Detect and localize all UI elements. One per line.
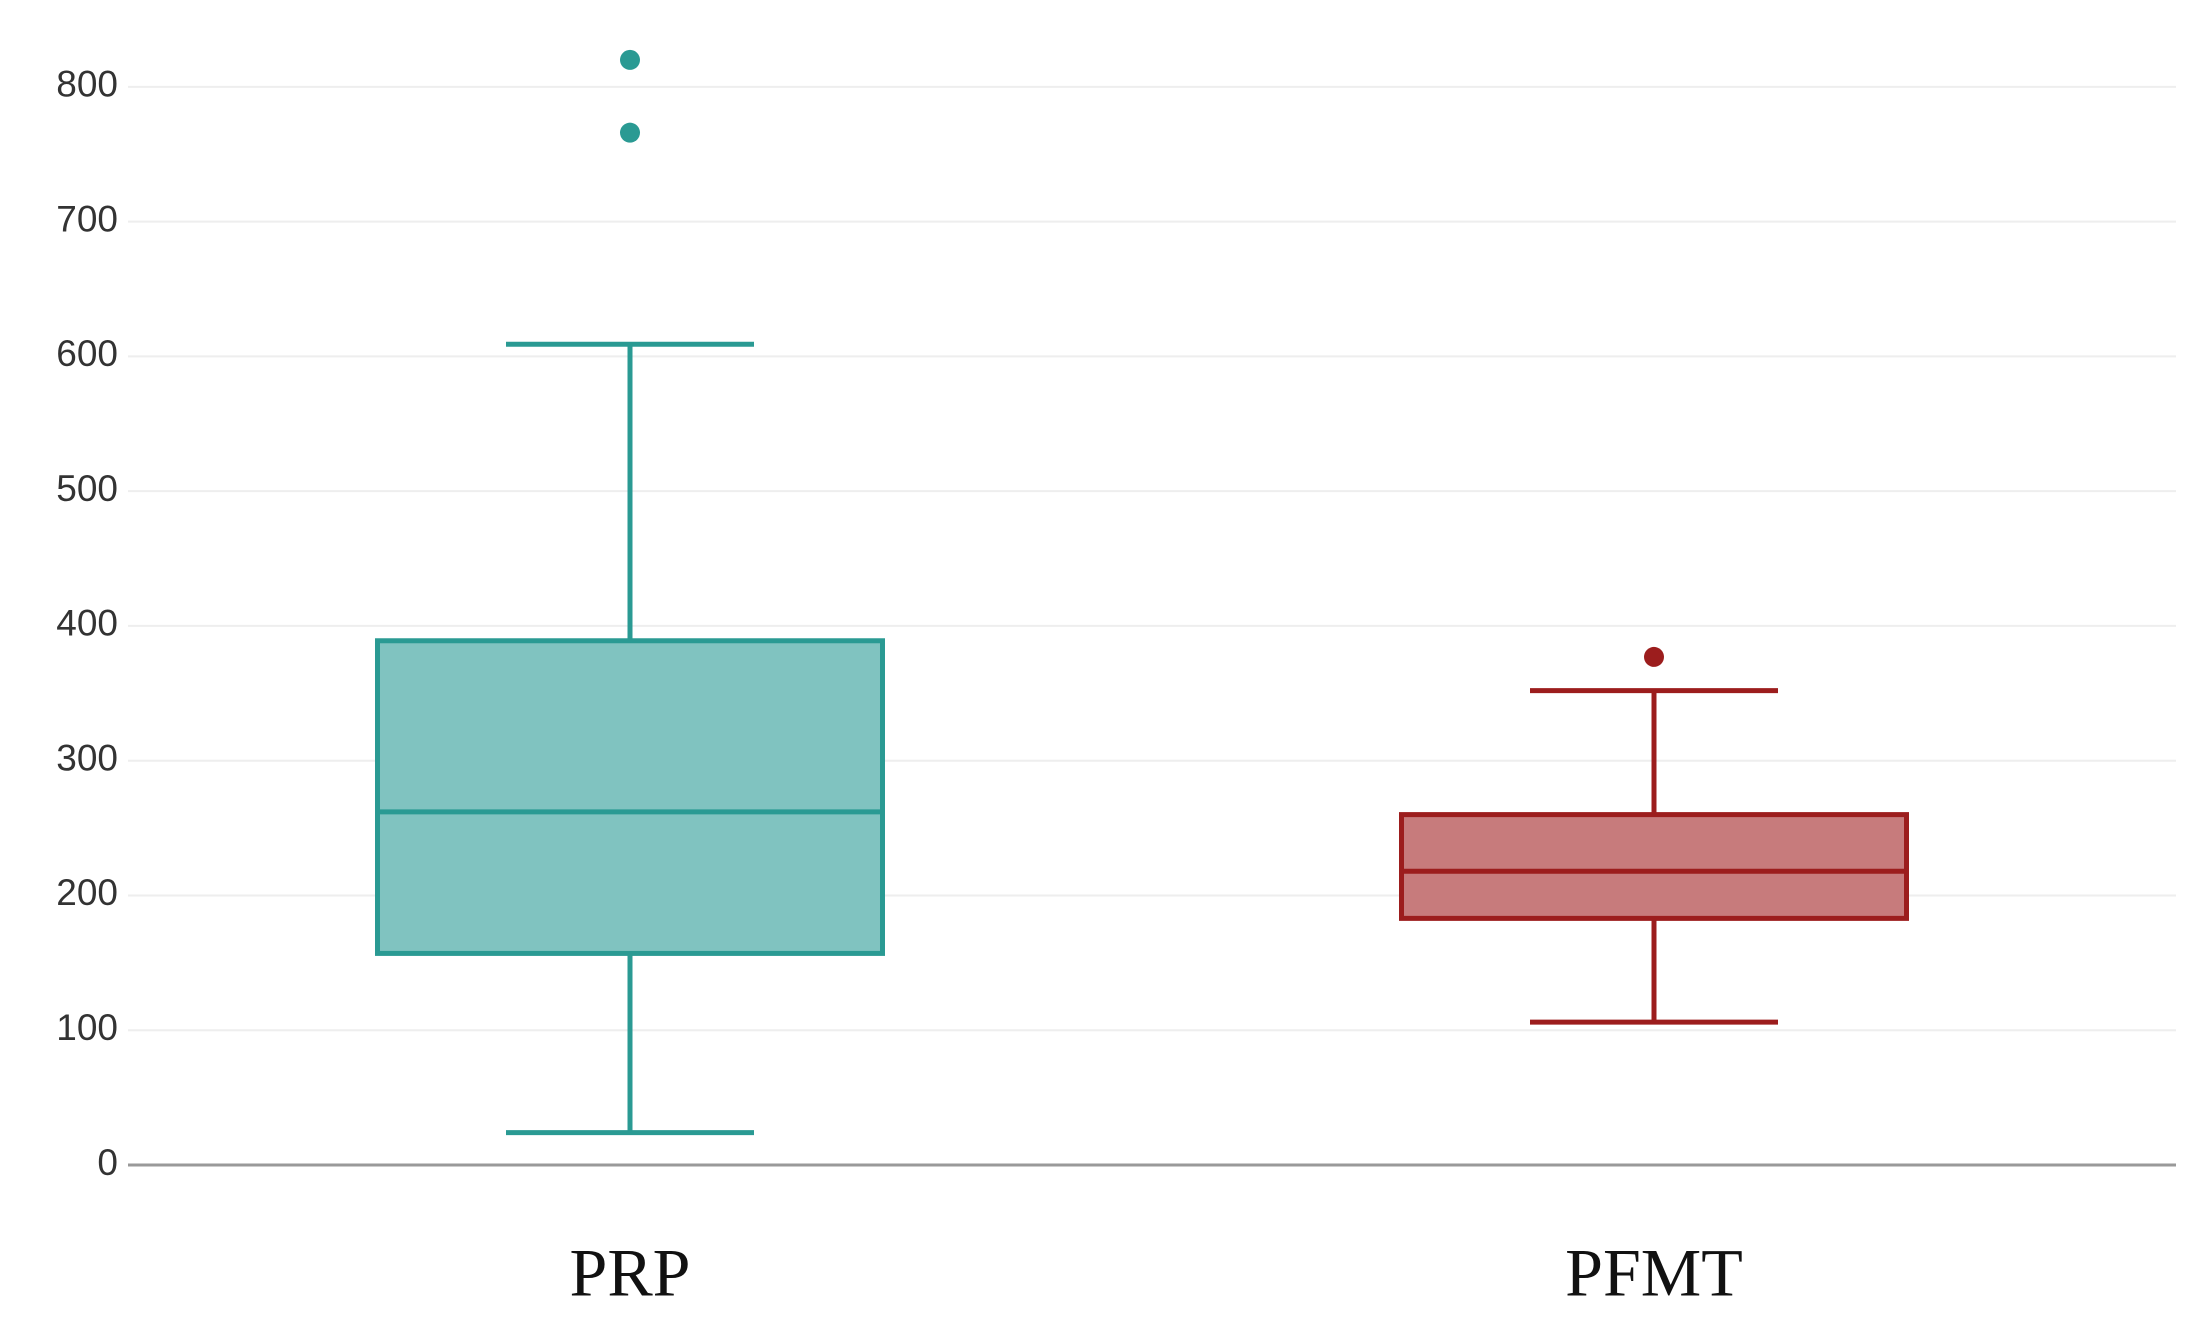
y-tick-label: 200 bbox=[56, 872, 118, 913]
outlier bbox=[1644, 646, 1664, 667]
y-tick-label: 300 bbox=[56, 737, 118, 778]
box bbox=[1399, 812, 1909, 921]
y-tick-label: 0 bbox=[97, 1142, 118, 1183]
y-tick-label: 700 bbox=[56, 198, 118, 239]
y-tick-label: 800 bbox=[56, 64, 118, 105]
y-tick-label: 600 bbox=[56, 333, 118, 374]
outlier bbox=[620, 49, 640, 70]
y-tick-label: 500 bbox=[56, 468, 118, 509]
y-tick-label: 100 bbox=[56, 1007, 118, 1048]
x-tick-label: PRP bbox=[570, 1235, 691, 1311]
outlier bbox=[620, 122, 640, 143]
y-tick-label: 400 bbox=[56, 603, 118, 644]
x-tick-label: PFMT bbox=[1565, 1235, 1743, 1311]
box bbox=[375, 638, 885, 956]
